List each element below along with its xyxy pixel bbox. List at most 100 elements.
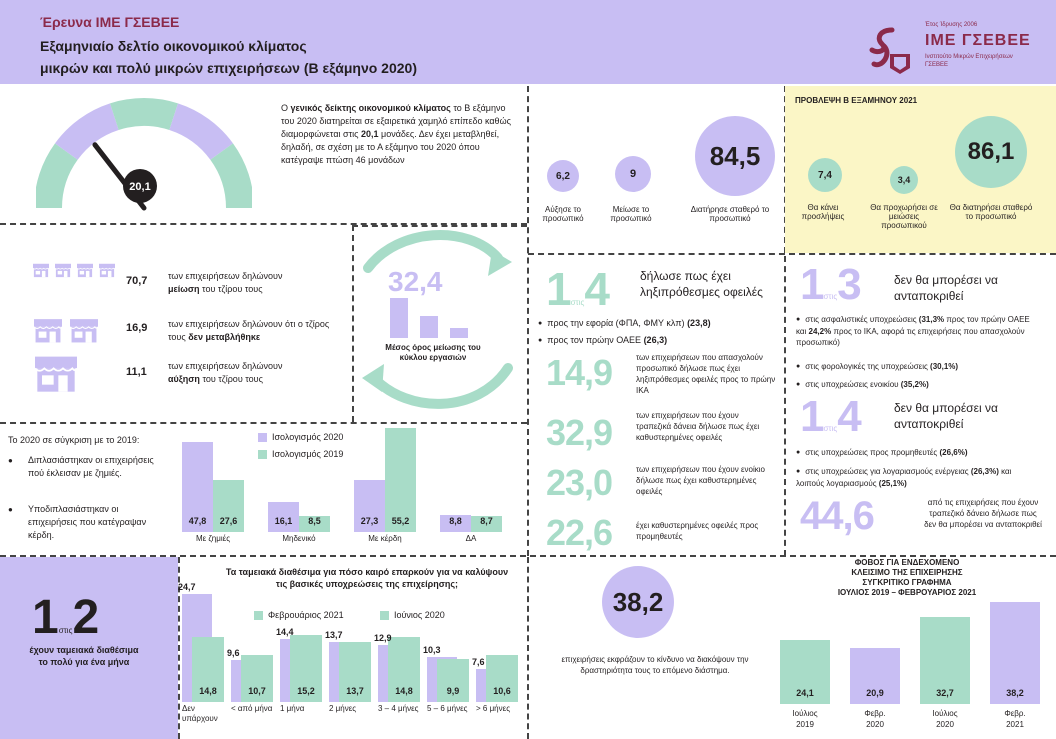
bar-value-label: 14,8 — [395, 686, 413, 696]
shop-icon — [76, 263, 94, 278]
turnover-unchanged-value: 16,9 — [126, 322, 148, 334]
shop-icon — [69, 319, 99, 343]
inability-bullet-suppliers: στις υποχρεώσεις προς προμηθευτές (26,6%… — [796, 448, 1036, 457]
debt-bullet-tax: προς την εφορία (ΦΠΑ, ΦΜΥ κλπ) (23,8) — [538, 317, 710, 331]
forecast-stable-circle: 86,1 — [955, 116, 1027, 188]
bar-value-label: 55,2 — [391, 516, 410, 526]
bar-value-label: 15,2 — [297, 686, 315, 696]
bar-value-label: 13,7 — [346, 686, 364, 696]
gauge-center — [123, 169, 157, 203]
chart-bar: 14,8 — [388, 637, 420, 702]
inability-bullet-tax: στις φορολογικές της υποχρεώσεις (30,1%) — [796, 362, 1036, 371]
turnover-unchanged-text: των επιχειρήσεων δηλώνουν ότι ο τζίρος τ… — [168, 319, 330, 342]
shop-icon — [54, 263, 72, 278]
logo-name: ΙΜΕ ΓΣΕΒΕΕ — [925, 32, 1031, 49]
cycle-arrows-icon — [362, 230, 513, 409]
chart-bar: 27,3 — [354, 480, 385, 532]
comparison-bullet-2: ● Υποδιπλασιάστηκαν οι επιχειρήσεις που … — [8, 504, 147, 540]
chart-bar: 9,9 — [437, 659, 469, 702]
liquidity-text: έχουν ταμειακά διαθέσιμα το πολύ για ένα… — [29, 645, 139, 667]
page-title-line2: μικρών και πολύ μικρών επιχειρήσεων (Β ε… — [40, 60, 417, 76]
legend-swatch-2020 — [258, 433, 267, 442]
axis-category-label: 5 – 6 μήνες — [427, 704, 468, 713]
fear-axis: Ιούλιος 2019 Φεβρ. 2020 Ιούλιος 2020 Φεβρ. 2021 — [762, 708, 1052, 738]
legend-jun: Ιούνιος 2020 — [394, 610, 445, 620]
axis-category-label: Φεβρ. 2020 — [864, 709, 886, 729]
chart-bar: 55,2 — [385, 428, 416, 532]
balance-chart: 47,8 27,6 16,1 8,5 27,3 55,2 8,8 8,7 — [182, 426, 522, 532]
bar-value-label: 8,7 — [480, 516, 493, 526]
employment-stable-label: Διατήρησε σταθερό το προσωπικό — [690, 205, 770, 223]
divider — [0, 223, 527, 225]
axis-category-label: 3 – 4 μήνες — [378, 704, 419, 713]
axis-category-label: > 6 μήνες — [476, 704, 511, 713]
axis-category-label: Μηδενικό — [282, 534, 316, 543]
logo-year: Έτος Ίδρυσης 2006 — [925, 22, 978, 28]
forecast-cut-label: Θα προχωρήσει σε μειώσεις προσωπικού — [870, 203, 938, 230]
bar-value-label: 10,6 — [493, 686, 511, 696]
inability-text-2: δεν θα μπορέσει να ανταποκριθεί — [894, 401, 998, 431]
chart-bar: 16,1 — [268, 502, 299, 532]
forecast-hire-label: Θα κάνει προσλήψεις — [801, 203, 845, 221]
bar-value-label: 38,2 — [1006, 688, 1024, 698]
inability-bullet-rent: στις υποχρεώσεις ενοικίου (35,2%) — [796, 380, 1036, 389]
comparison-intro: Το 2020 σε σύγκριση με το 2019: — [8, 435, 140, 445]
closure-circle: 38,2 — [602, 566, 674, 638]
inability-headline-1: 1στις3 — [800, 260, 862, 309]
bar-value-label: 14,8 — [199, 686, 217, 696]
turnover-increase-value: 11,1 — [126, 366, 147, 378]
legend-2020: Ισολογισμός 2020 — [272, 432, 344, 442]
legend-swatch-2019 — [258, 450, 267, 459]
survey-label: Έρευνα ΙΜΕ ΓΣΕΒΕΕ — [40, 14, 180, 30]
gauge-description: Ο γενικός δείκτης οικονομικού κλίματος τ… — [281, 103, 511, 165]
shop-icon — [33, 319, 63, 343]
debt-suppliers-text: έχει καθυστερημένες οφειλές προς προμηθε… — [636, 521, 759, 541]
chart-bar: 8,7 — [471, 516, 502, 532]
cash-chart: 14,8 24,7 10,7 9,6 15,2 14,4 13,7 13,7 14,8 12,9 9… — [178, 582, 524, 702]
bar-value-label: 16,1 — [274, 516, 293, 526]
liquidity-panel — [0, 557, 178, 739]
cycle-bar — [450, 328, 468, 338]
legend-2019: Ισολογισμός 2019 — [272, 449, 344, 459]
divider — [0, 555, 1056, 557]
axis-category-label: Ιούλιος 2020 — [932, 709, 958, 729]
chart-bar: 14,8 — [192, 637, 224, 702]
logo-sub2: ΓΣΕΒΕΕ — [925, 62, 949, 68]
debt-rent-value: 23,0 — [546, 462, 613, 503]
bar-value-label: 9,6 — [227, 648, 240, 658]
shop-icon-increase — [32, 352, 84, 399]
chart-bar: 32,7 — [920, 617, 970, 704]
axis-category-label: ΔΑ — [465, 534, 477, 543]
debt-suppliers-value: 22,6 — [546, 512, 613, 553]
shop-icon — [98, 263, 116, 278]
legend-swatch-jun — [380, 611, 389, 620]
gauge-segment — [210, 143, 252, 209]
forecast-hire-circle: 7,4 — [808, 158, 842, 192]
debt-rent-text: των επιχειρήσεων που έχουν ενοίκιο δήλωσ… — [636, 465, 765, 496]
legend-feb: Φεβρουάριος 2021 — [268, 610, 344, 620]
inability-bullet-energy: στις υποχρεώσεις για λογαριασμούς ενέργε… — [796, 466, 1036, 489]
inability-headline-2: 1στις4 — [800, 392, 862, 441]
bar-value-label: 14,4 — [276, 627, 294, 637]
employment-increase-circle: 6,2 — [547, 160, 579, 192]
shop-icon — [32, 263, 50, 278]
divider — [0, 422, 527, 424]
closure-text: επιχειρήσεις εκφράζουν το κίνδυνο να δια… — [561, 655, 749, 675]
gauge-chart: 20,1 — [36, 98, 252, 211]
axis-category-label: 1 μήνα — [280, 704, 305, 713]
cash-chart-title: Τα ταμειακά διαθέσιμα για πόσο καιρό επα… — [225, 567, 509, 589]
debt-ika-value: 14,9 — [546, 352, 613, 393]
cycle-bar — [420, 316, 438, 338]
chart-bar: 8,5 — [299, 516, 330, 532]
fear-chart: 24,1 20,9 32,7 38,2 — [762, 600, 1052, 704]
axis-category-label: 2 μήνες — [329, 704, 357, 713]
gauge-segment — [110, 98, 178, 131]
cycle-bar — [390, 298, 408, 338]
axis-category-label: Με κέρδη — [368, 534, 402, 543]
axis-category-label: Φεβρ. 2021 — [1004, 709, 1026, 729]
divider — [528, 253, 1056, 255]
chart-bar: 47,8 — [182, 442, 213, 532]
chart-bar: 10,6 — [486, 655, 518, 702]
bar-value-label: 10,7 — [248, 686, 266, 696]
divider — [784, 256, 786, 556]
